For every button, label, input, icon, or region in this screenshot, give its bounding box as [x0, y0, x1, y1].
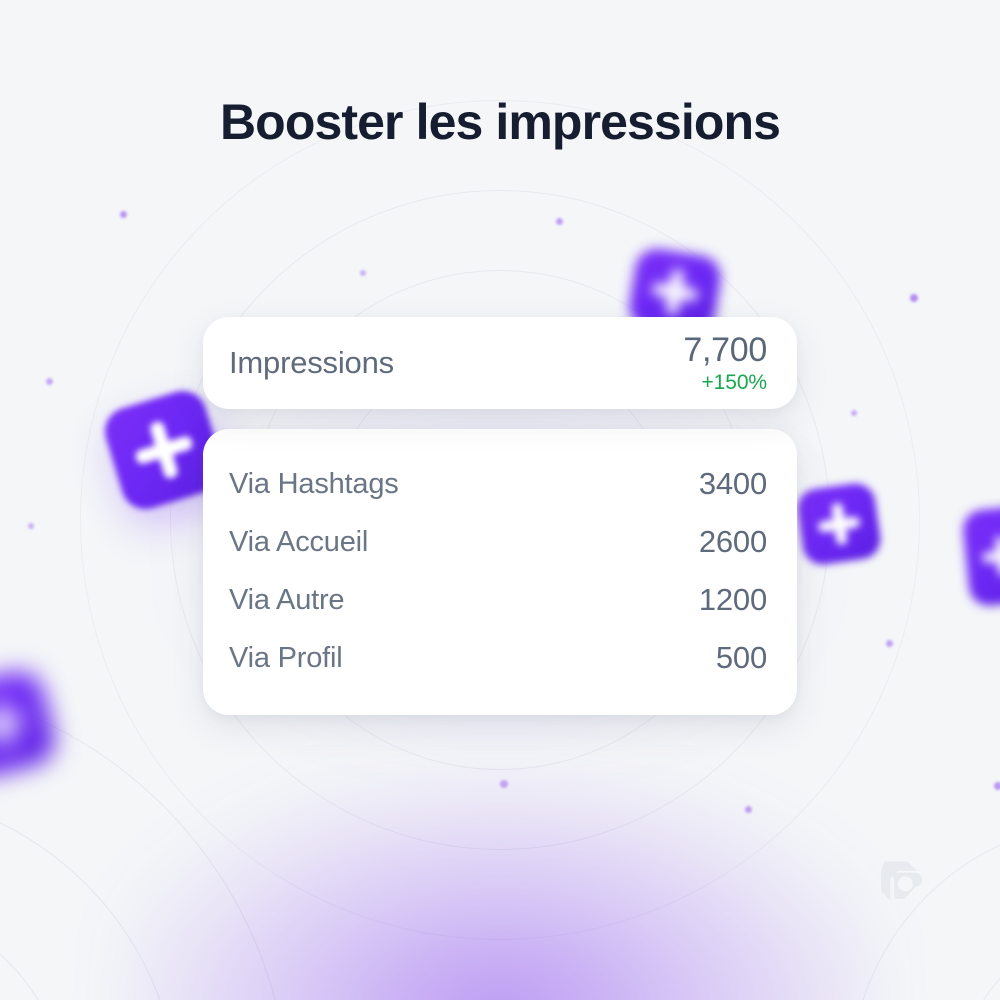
- background-dot: [851, 410, 857, 416]
- stats-panel: Impressions 7,700 +150% Via Hashtags 3400…: [203, 317, 797, 715]
- brand-logo-icon: [866, 852, 926, 912]
- impressions-summary-card[interactable]: Impressions 7,700 +150%: [203, 317, 797, 409]
- plus-badge-right: [795, 480, 883, 568]
- breakdown-row[interactable]: Via Hashtags 3400: [229, 455, 767, 513]
- background-ring-bottom-left: [0, 790, 180, 1000]
- background-dot: [556, 218, 563, 225]
- background-dot: [28, 523, 34, 529]
- background-dot: [994, 782, 1000, 790]
- breakdown-row-value: 500: [715, 640, 767, 675]
- background-dot: [46, 378, 53, 385]
- breakdown-row[interactable]: Via Profil 500: [229, 629, 767, 687]
- background-ring-bottom-right: [960, 930, 1000, 1000]
- breakdown-row-label: Via Accueil: [229, 525, 369, 558]
- impressions-metric: 7,700 +150%: [683, 333, 767, 393]
- breakdown-row-label: Via Profil: [229, 641, 343, 674]
- impressions-value: 7,700: [683, 331, 767, 369]
- background-dot: [886, 640, 893, 647]
- background-dot: [120, 211, 127, 218]
- plus-badge-edge: [961, 504, 1000, 608]
- breakdown-row-label: Via Autre: [229, 583, 345, 616]
- breakdown-row-value: 3400: [698, 466, 767, 501]
- breakdown-row-value: 2600: [698, 524, 767, 559]
- background-ring-bottom-left: [0, 900, 70, 1000]
- violet-glow-bottom: [120, 780, 880, 1000]
- page-title: Booster les impressions: [219, 94, 781, 150]
- impressions-label: Impressions: [229, 345, 394, 380]
- breakdown-row-label: Via Hashtags: [229, 467, 399, 500]
- background-dot: [360, 270, 366, 276]
- background-dot: [910, 294, 918, 302]
- background-dot: [500, 780, 508, 788]
- plus-badge-left-edge: [0, 665, 61, 783]
- breakdown-row-value: 1200: [698, 582, 767, 617]
- breakdown-row[interactable]: Via Accueil 2600: [229, 513, 767, 571]
- breakdown-row[interactable]: Via Autre 1200: [229, 571, 767, 629]
- impressions-delta-badge: +150%: [701, 371, 768, 394]
- plus-icon-horizontal-bar: [981, 548, 1000, 564]
- impressions-breakdown-card[interactable]: Via Hashtags 3400 Via Accueil 2600 Via Autre…: [203, 429, 797, 715]
- background-dot: [745, 806, 752, 813]
